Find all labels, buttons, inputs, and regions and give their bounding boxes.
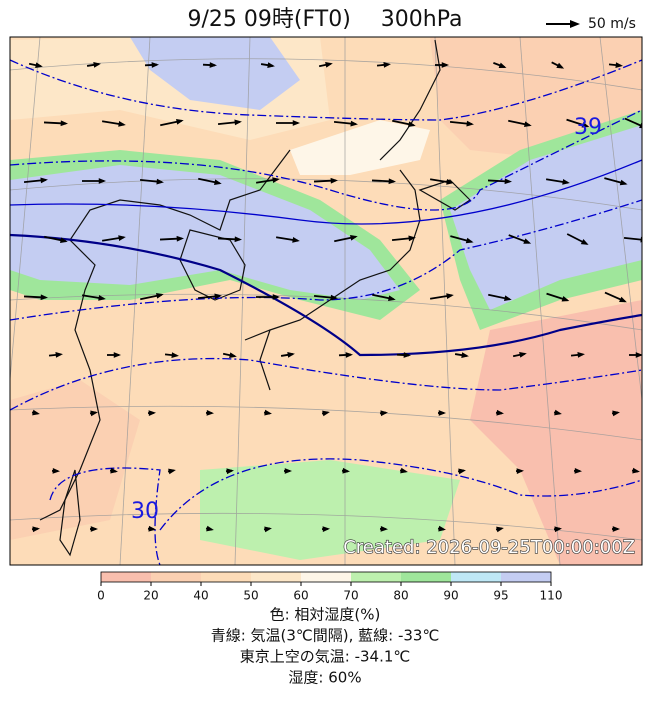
contour-label: 30: [131, 499, 159, 524]
colorbar-tick-label: 20: [143, 589, 158, 603]
created-stamp: Created: 2026-09-25T00:00:00Z: [343, 537, 635, 558]
footer-line: 色: 相対湿度(%): [270, 606, 381, 624]
colorbar: 0 20 40 50 60 70 80 90 95 110: [97, 572, 562, 603]
colorbar-segment: [151, 572, 201, 582]
colorbar-segment: [251, 572, 301, 582]
footer-line: 湿度: 60%: [288, 669, 361, 687]
footer-line: 東京上空の気温: -34.1℃: [240, 648, 410, 666]
colorbar-segment: [351, 572, 401, 582]
colorbar-tick-label: 110: [540, 589, 563, 603]
colorbar-tick-label: 80: [393, 589, 408, 603]
footer-line: 青線: 気温(3℃間隔), 藍線: -33℃: [211, 627, 440, 645]
colorbar-segment: [101, 572, 151, 582]
colorbar-tick-label: 60: [293, 589, 308, 603]
colorbar-tick-label: 70: [343, 589, 358, 603]
colorbar-segment: [451, 572, 501, 582]
colorbar-segment: [501, 572, 551, 582]
contour-label: 39: [574, 115, 602, 140]
wind-scale-head: [570, 20, 580, 28]
title-level: 300hPa: [381, 7, 463, 32]
colorbar-tick-label: 40: [193, 589, 208, 603]
colorbar-segment: [401, 572, 451, 582]
title-time: 9/25 09時(FT0): [188, 7, 351, 32]
map: 39 30 Created: 2026-09-25T00:00:00Z: [10, 37, 648, 565]
colorbar-tick-label: 0: [97, 589, 105, 603]
title: 9/25 09時(FT0) 300hPa: [188, 7, 463, 32]
colorbar-segment: [301, 572, 351, 582]
colorbar-tick-label: 50: [243, 589, 258, 603]
wind-scale-label: 50 m/s: [588, 16, 636, 32]
colorbar-tick-label: 90: [443, 589, 458, 603]
colorbar-segment: [201, 572, 251, 582]
colorbar-tick-label: 95: [493, 589, 508, 603]
